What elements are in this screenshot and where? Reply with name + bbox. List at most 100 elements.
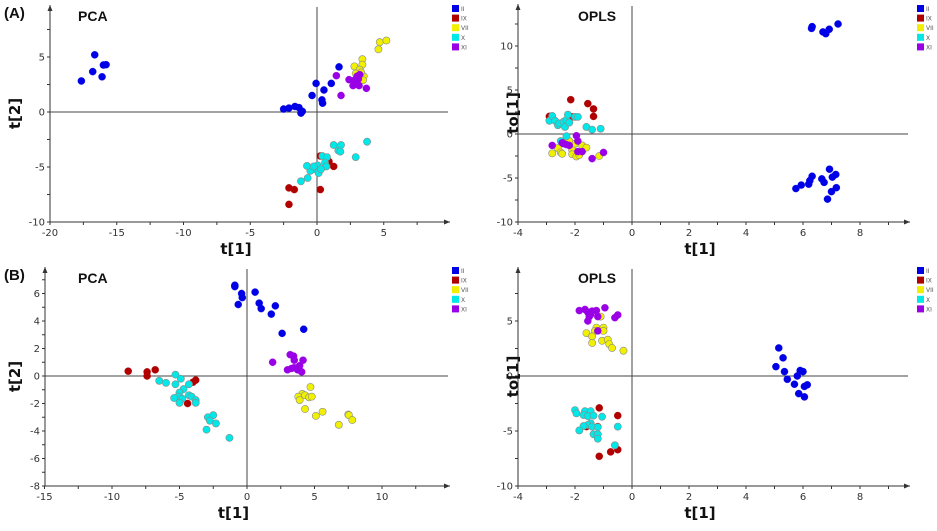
x-tick-label: 2 — [686, 492, 692, 503]
y-tick-label: 2 — [34, 344, 40, 355]
data-point — [212, 419, 220, 428]
data-point — [102, 60, 110, 69]
panel-a-opls: -4 -2 0 2 4 6 8 -10 -5 0 5 10 OPLS t[1] to[1] II IX VII X X… — [470, 0, 937, 262]
data-point — [290, 356, 298, 364]
legend-label: II — [461, 268, 465, 275]
x-tick-label: -2 — [570, 228, 580, 239]
data-point — [312, 79, 320, 88]
data-point — [797, 181, 806, 189]
data-point — [800, 393, 809, 401]
legend-label: X — [461, 35, 465, 42]
y-tick-label: 10 — [500, 42, 513, 53]
x-tick-label: 0 — [629, 492, 635, 503]
data-point — [303, 174, 312, 182]
data-point — [598, 412, 606, 421]
data-point — [799, 367, 807, 376]
x-axis-arrow-icon — [904, 219, 910, 225]
data-point — [565, 118, 574, 127]
scatter-plot-b-pca: -15 -10 -5 0 5 10 -8 -6 -4 -2 0 2 4 6 PCA t[1] t[2] II IX V… — [6, 267, 469, 522]
y-tick-label: 5 — [39, 53, 45, 64]
legend-label: XI — [461, 44, 467, 51]
data-point — [362, 84, 371, 93]
y-tick-label: -5 — [503, 174, 513, 185]
data-point — [613, 411, 622, 420]
data-point — [225, 433, 234, 442]
data-point — [318, 99, 327, 107]
data-point — [317, 165, 325, 174]
series-XI — [575, 304, 622, 335]
legend-label: X — [461, 297, 465, 304]
panel-b-pca: (B) -15 -10 -5 0 5 10 -8 -6 -4 -2 0 2 4 6 PCA t[1] t[2] I… — [0, 262, 470, 531]
data-point — [297, 177, 305, 186]
data-point — [77, 77, 86, 85]
legend-label: XI — [926, 44, 932, 51]
series-VII — [294, 383, 357, 429]
data-point — [183, 399, 192, 408]
legend-label: X — [926, 35, 930, 42]
legend-swatch — [917, 24, 924, 32]
data-point — [171, 370, 180, 379]
x-tick-label: 6 — [800, 228, 806, 239]
data-point — [601, 304, 609, 312]
data-point — [124, 367, 132, 375]
data-point — [98, 73, 106, 81]
series-XI — [332, 70, 371, 100]
data-point — [588, 154, 596, 163]
scatter-plot-a-opls: -4 -2 0 2 4 6 8 -10 -5 0 5 10 OPLS t[1] to[1] II IX VII XX… — [497, 4, 934, 258]
series-X — [571, 406, 622, 450]
panel-label-a: (A) — [4, 5, 25, 22]
data-point — [336, 147, 345, 156]
legend-swatch — [917, 286, 924, 294]
legend-swatch — [917, 295, 924, 303]
x-tick-label: -2 — [570, 492, 580, 503]
legend-swatch — [452, 295, 459, 303]
data-point — [606, 448, 615, 456]
legend-swatch — [452, 33, 459, 41]
data-point — [251, 288, 259, 296]
y-tick-label: 5 — [507, 317, 513, 328]
x-tick-label: -20 — [42, 228, 58, 239]
data-point — [790, 380, 799, 389]
data-point — [329, 162, 338, 171]
data-point — [327, 79, 336, 88]
legend-label: IX — [461, 16, 467, 23]
data-point — [595, 452, 603, 461]
data-point — [588, 332, 596, 341]
data-point — [290, 185, 299, 194]
legend-label: IX — [926, 16, 932, 23]
data-point — [563, 110, 572, 119]
data-point — [589, 105, 598, 113]
y-tick-label: -2 — [30, 399, 40, 410]
series-X — [155, 370, 234, 442]
data-point — [320, 86, 328, 94]
data-point — [834, 20, 842, 28]
data-point — [584, 99, 592, 108]
panel-a-pca: (A) -20 -15 -10 -5 0 5 -10 -5 0 5 PCA t[1] t[2] II IX V… — [0, 0, 470, 262]
y-tick-label: 0 — [39, 108, 45, 119]
data-point — [610, 441, 619, 450]
legend-swatch — [452, 286, 459, 294]
data-point — [593, 434, 602, 443]
data-point — [175, 398, 184, 407]
x-tick-label: 0 — [629, 228, 635, 239]
legend-label: VII — [461, 287, 469, 294]
data-point — [171, 380, 180, 389]
data-point — [298, 107, 307, 116]
x-tick-label: -5 — [245, 228, 255, 239]
series-II — [231, 281, 308, 338]
y-axis-title: to[1] — [504, 356, 522, 398]
legend-swatch — [452, 14, 459, 22]
data-point — [375, 38, 384, 47]
legend-label: IX — [461, 278, 467, 285]
legend: II IX VII X XI — [917, 267, 934, 313]
panel-label-b: (B) — [4, 267, 25, 284]
data-point — [268, 358, 277, 367]
data-point — [309, 162, 318, 171]
data-point — [143, 372, 151, 380]
data-point — [575, 426, 584, 435]
data-point — [191, 398, 200, 407]
data-point — [619, 346, 628, 355]
legend-label: X — [926, 297, 930, 304]
y-axis-arrow-icon — [47, 5, 53, 11]
data-point — [588, 339, 596, 347]
